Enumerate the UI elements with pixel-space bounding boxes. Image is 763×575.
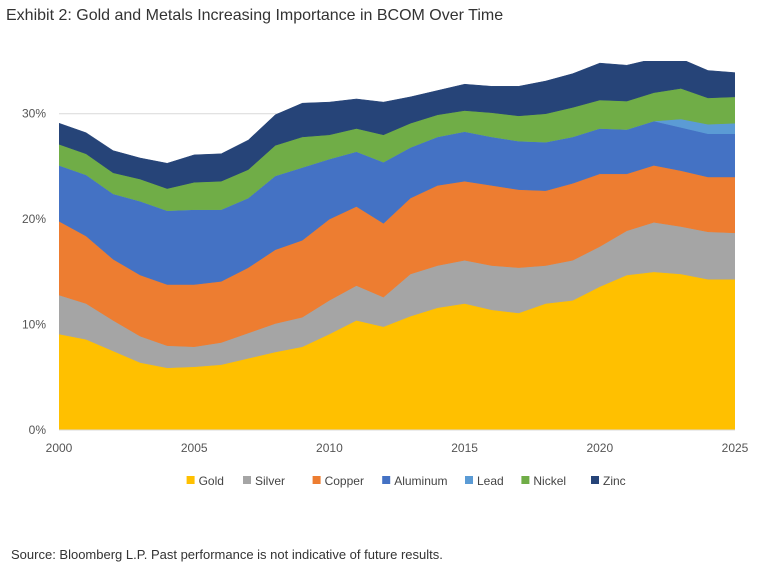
legend-item-lead: Lead [465, 474, 504, 488]
legend-swatch [243, 476, 251, 484]
legend-item-aluminum: Aluminum [382, 474, 448, 488]
x-tick-label: 2000 [46, 441, 73, 455]
x-tick-label: 2005 [181, 441, 208, 455]
legend-swatch [591, 476, 599, 484]
source-note: Source: Bloomberg L.P. Past performance … [11, 547, 443, 562]
legend-swatch [186, 476, 195, 484]
legend-swatch [465, 476, 473, 484]
x-tick-label: 2015 [451, 441, 478, 455]
legend-label: Silver [255, 474, 285, 488]
legend-swatch [521, 476, 530, 484]
y-tick-label: 30% [22, 107, 46, 121]
legend-label: Copper [325, 474, 364, 488]
legend-label: Zinc [603, 474, 626, 488]
legend-label: Nickel [533, 474, 566, 488]
x-tick-label: 2025 [722, 441, 749, 455]
y-tick-label: 20% [22, 212, 46, 226]
legend-item-copper: Copper [312, 474, 364, 488]
legend-item-nickel: Nickel [521, 474, 566, 488]
legend-item-silver: Silver [243, 474, 285, 488]
chart-title: Exhibit 2: Gold and Metals Increasing Im… [6, 7, 504, 24]
legend-label: Aluminum [394, 474, 447, 488]
legend-item-zinc: Zinc [591, 474, 626, 488]
y-tick-label: 0% [29, 423, 47, 437]
x-tick-label: 2010 [316, 441, 343, 455]
legend-label: Gold [199, 474, 224, 488]
x-tick-label: 2020 [586, 441, 613, 455]
legend-swatch [312, 476, 321, 484]
legend-item-gold: Gold [186, 474, 224, 488]
y-tick-label: 10% [22, 318, 46, 332]
area-zinc [59, 61, 735, 189]
legend-swatch [382, 476, 391, 484]
legend-label: Lead [477, 474, 504, 488]
